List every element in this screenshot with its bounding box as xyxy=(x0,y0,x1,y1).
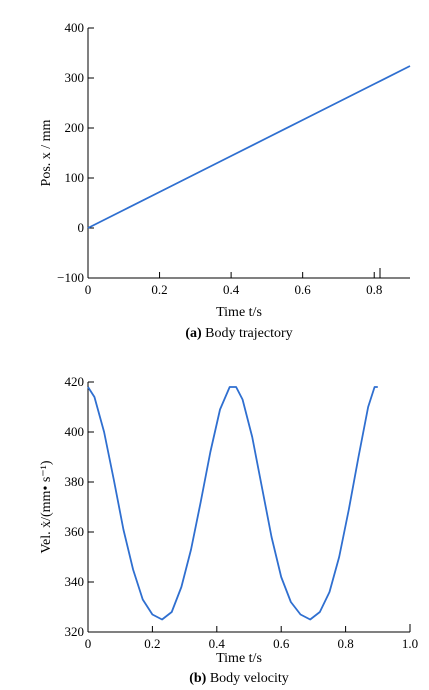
caption-text: Body trajectory xyxy=(202,326,293,341)
x-tick-label: 0 xyxy=(85,636,92,651)
caption-text: Body velocity xyxy=(206,671,288,686)
x-tick-label: 0.4 xyxy=(223,282,240,297)
y-tick-label: 380 xyxy=(65,474,85,489)
x-tick-label: 0.8 xyxy=(337,636,353,651)
y-tick-label: 400 xyxy=(65,424,85,439)
y-tick-label: 0 xyxy=(78,220,85,235)
series-line xyxy=(87,65,411,229)
caption-tag: (b) xyxy=(189,671,206,686)
chart-b-body-velocity: 320 340 360 380 400 420 0 0.2 0.4 0.6 0.8 1.0 Time t… xyxy=(39,374,418,686)
caption: (b) Body velocity xyxy=(189,671,289,686)
y-tick-label: −100 xyxy=(57,270,84,285)
y-tick-label: 400 xyxy=(65,20,85,35)
y-tick-label: 100 xyxy=(65,170,85,185)
x-tick-label: 0.2 xyxy=(144,636,160,651)
x-tick-label: 0.6 xyxy=(295,282,312,297)
x-tick-label: 0 xyxy=(85,282,92,297)
x-tick-label: 0.4 xyxy=(209,636,226,651)
y-tick-label: 420 xyxy=(65,374,85,389)
caption-tag: (a) xyxy=(185,326,202,341)
y-axis-label: Vel. ẋ/(mm• s⁻¹) xyxy=(39,460,54,553)
caption: (a) Body trajectory xyxy=(185,326,292,341)
x-tick-label: 1.0 xyxy=(402,636,418,651)
x-axis-label: Time t/s xyxy=(216,305,262,320)
x-tick-label: 0.6 xyxy=(273,636,290,651)
y-tick-label: 340 xyxy=(65,574,85,589)
y-tick-label: 200 xyxy=(65,120,85,135)
series-line xyxy=(87,386,378,621)
x-axis-label: Time t/s xyxy=(216,651,262,666)
x-tick-label: 0.8 xyxy=(366,282,382,297)
y-axis-label: Pos. x / mm xyxy=(39,119,54,186)
x-tick-label: 0.2 xyxy=(151,282,167,297)
y-tick-label: 360 xyxy=(65,524,85,539)
y-tick-label: 300 xyxy=(65,70,85,85)
y-tick-label: 320 xyxy=(65,624,85,639)
